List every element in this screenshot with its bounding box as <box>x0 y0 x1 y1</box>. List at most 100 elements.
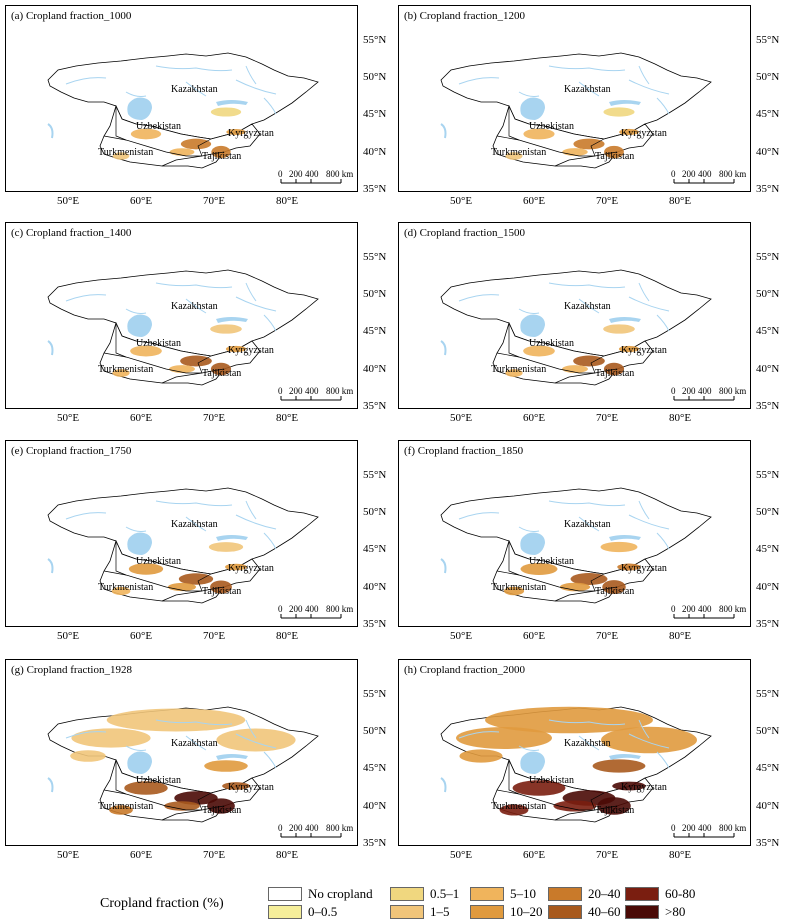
country-border <box>590 355 605 374</box>
river <box>656 751 670 769</box>
lat-label: 45°N <box>363 108 387 120</box>
lat-label: 40°N <box>363 146 387 158</box>
river <box>245 282 257 302</box>
lat-label: 55°N <box>363 34 387 46</box>
kazakhstan-outline <box>440 52 712 140</box>
lon-label: 80°E <box>275 412 299 424</box>
scale-label: 0 <box>671 386 676 396</box>
scale-label: 200 <box>289 604 303 614</box>
lake-balkhash <box>609 317 641 323</box>
cropland-patch <box>505 152 523 160</box>
country-label-kazakhstan: Kazakhstan <box>564 301 611 312</box>
river <box>235 296 277 312</box>
river <box>578 735 600 751</box>
scale-label: 400 <box>698 823 712 833</box>
map-svg <box>440 706 735 838</box>
lat-label: 50°N <box>363 288 387 300</box>
country-border <box>554 590 596 602</box>
lake-balkhash <box>216 535 248 541</box>
cropland-patch <box>207 798 235 814</box>
lon-label: 70°E <box>595 412 619 424</box>
country-border <box>197 573 212 592</box>
river <box>518 308 540 314</box>
cropland-patch <box>111 586 131 596</box>
legend-swatch <box>548 905 582 919</box>
lat-label: 35°N <box>363 400 387 412</box>
scale-label: 400 <box>698 604 712 614</box>
lat-label: 45°N <box>756 325 780 337</box>
country-border <box>201 151 225 157</box>
aral-sea <box>127 751 152 774</box>
country-label-kazakhstan: Kazakhstan <box>171 301 218 312</box>
river <box>185 516 207 532</box>
country-border <box>103 789 127 795</box>
country-label-uzbekistan: Uzbekistan <box>529 121 574 132</box>
country-border <box>161 809 203 821</box>
river <box>548 500 626 507</box>
cropland-patch <box>106 708 246 732</box>
aral-sea <box>127 532 152 555</box>
lon-label: 70°E <box>202 195 226 207</box>
lat-label: 50°N <box>756 288 780 300</box>
aral-sea <box>127 97 152 120</box>
cropland-patch <box>603 362 625 376</box>
lon-label: 80°E <box>275 630 299 642</box>
country-label-kazakhstan: Kazakhstan <box>171 738 218 749</box>
caspian-shore <box>47 558 54 574</box>
country-label-turkmenistan: Turkmenistan <box>491 364 547 375</box>
lake-balkhash <box>609 100 641 106</box>
legend-label: 0.5–1 <box>430 886 460 901</box>
lake-balkhash <box>216 754 248 760</box>
river <box>548 65 626 72</box>
aral-sea <box>520 751 545 774</box>
panel-title: (b) Cropland fraction_1200 <box>404 10 525 22</box>
legend-title: Cropland fraction (%) <box>100 896 224 911</box>
river <box>628 733 670 749</box>
country-border <box>125 139 202 157</box>
river <box>458 512 500 520</box>
lon-label: 80°E <box>668 195 692 207</box>
scale-label: 400 <box>305 386 319 396</box>
river <box>245 500 257 520</box>
country-label-uzbekistan: Uzbekistan <box>136 775 181 786</box>
scale-bar <box>673 833 735 838</box>
river <box>638 282 650 302</box>
country-border <box>197 355 212 374</box>
river <box>548 282 626 289</box>
country-border <box>594 805 618 811</box>
country-label-turkmenistan: Turkmenistan <box>98 582 154 593</box>
country-label-uzbekistan: Uzbekistan <box>529 338 574 349</box>
scale-bar <box>280 833 342 838</box>
scale-bar <box>673 396 735 401</box>
river <box>458 294 500 302</box>
scale-label: 200 <box>289 169 303 179</box>
kazakhstan-outline <box>440 487 712 575</box>
aral-sea <box>127 314 152 337</box>
kazakhstan-outline <box>440 269 712 357</box>
country-border <box>115 541 127 576</box>
river <box>638 500 650 520</box>
lat-label: 35°N <box>756 837 780 849</box>
country-border <box>125 793 202 811</box>
scale-label: 800 km <box>719 169 747 179</box>
country-label-turkmenistan: Turkmenistan <box>98 147 154 158</box>
country-label-turkmenistan: Turkmenistan <box>98 801 154 812</box>
country-border <box>554 372 596 384</box>
panel-title: (a) Cropland fraction_1000 <box>11 10 132 22</box>
kazakhstan-outline <box>47 269 319 357</box>
lon-label: 50°E <box>449 412 473 424</box>
river <box>518 526 540 532</box>
country-border <box>103 570 127 576</box>
lon-label: 80°E <box>668 412 692 424</box>
legend-swatch <box>470 887 504 901</box>
legend-label: 0–0.5 <box>308 904 338 919</box>
cropland-patch <box>112 152 130 160</box>
country-label-uzbekistan: Uzbekistan <box>136 121 181 132</box>
legend-swatch <box>548 887 582 901</box>
river <box>263 314 277 332</box>
kazakhstan-outline <box>47 487 319 575</box>
country-border <box>594 368 618 374</box>
scale-label: 800 km <box>719 823 747 833</box>
river <box>578 516 600 532</box>
caspian-shore <box>440 777 447 793</box>
